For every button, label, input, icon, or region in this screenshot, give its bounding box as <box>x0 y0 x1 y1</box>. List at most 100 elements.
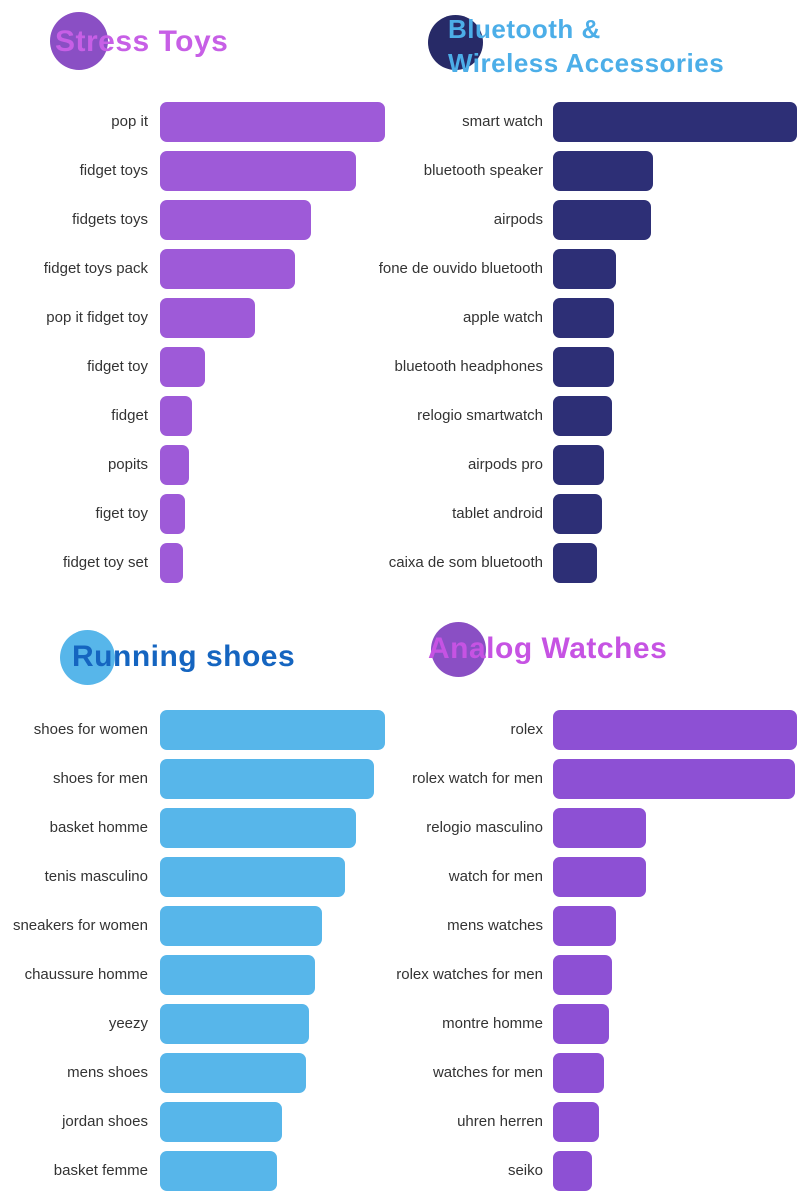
bar-row: airpods pro <box>400 440 800 489</box>
bar-row: jordan shoes <box>0 1097 400 1146</box>
bar-label: sneakers for women <box>12 917 148 934</box>
bar <box>160 1150 277 1191</box>
bar-row: yeezy <box>0 999 400 1048</box>
bar <box>553 101 797 142</box>
bar-label: yeezy <box>108 1015 148 1032</box>
bar-track <box>553 444 797 485</box>
bar-label: smart watch <box>462 113 543 130</box>
title-accent-circle <box>428 15 483 70</box>
bar-track <box>160 150 385 191</box>
bar-track <box>553 1101 797 1142</box>
bar <box>553 758 795 799</box>
title-accent-circle <box>50 12 108 70</box>
bar-row: mens shoes <box>0 1048 400 1097</box>
bar-label: rolex <box>510 721 543 738</box>
bar-track <box>553 493 797 534</box>
bar-label: fidget toys pack <box>43 260 148 277</box>
bar <box>160 395 192 436</box>
bar <box>553 150 654 191</box>
bar-label: fidgets toys <box>72 211 148 228</box>
bar-row: rolex watches for men <box>396 950 800 999</box>
bar-track <box>160 856 385 897</box>
bar-track <box>160 758 385 799</box>
bar <box>160 101 385 142</box>
bar-label: fidget toys <box>79 162 148 179</box>
bar-label: apple watch <box>462 309 543 326</box>
bar <box>160 150 356 191</box>
bar-track <box>160 297 385 338</box>
bar-row: caixa de som bluetooth <box>388 538 800 587</box>
bar-track <box>553 199 797 240</box>
bar-label: watch for men <box>448 868 543 885</box>
bar-track <box>160 807 385 848</box>
bar-track <box>553 395 797 436</box>
bar <box>553 709 797 750</box>
chart-title: Analog Watches <box>428 632 668 665</box>
bar <box>553 346 614 387</box>
bar-label: bluetooth speaker <box>423 162 543 179</box>
bar-row: sneakers for women <box>0 901 400 950</box>
bar <box>553 905 617 946</box>
bar-track <box>160 709 385 750</box>
bar-track <box>553 346 797 387</box>
bar-label: montre homme <box>442 1015 543 1032</box>
bar-label: relogio smartwatch <box>417 407 543 424</box>
chart-header: Running shoes <box>0 630 400 705</box>
bar-label: caixa de som bluetooth <box>388 554 543 571</box>
bar-row: basket homme <box>0 803 400 852</box>
bar-track <box>160 199 385 240</box>
bar-track <box>553 856 797 897</box>
bar-track <box>160 395 385 436</box>
bar-row: tablet android <box>400 489 800 538</box>
bar <box>553 395 612 436</box>
bar-rows: smart watch bluetooth speaker airpods fone … <box>378 97 800 587</box>
chart-title: Bluetooth & Wireless Accessories <box>448 14 725 78</box>
bar <box>160 346 205 387</box>
bar-label: pop it fidget toy <box>46 309 148 326</box>
bar-row: bluetooth headphones <box>395 342 800 391</box>
bar-label: rolex watches for men <box>396 966 543 983</box>
bar-row: pop it <box>0 97 400 146</box>
chart-header: Stress Toys <box>0 12 400 97</box>
bar-track <box>553 807 797 848</box>
bar-track <box>553 150 797 191</box>
bar-row: fidget <box>0 391 400 440</box>
bar-row: montre homme <box>400 999 800 1048</box>
bar-row: fidgets toys <box>0 195 400 244</box>
bar <box>553 807 646 848</box>
chart-panel-running-shoes: Running shoes shoes for women shoes for m… <box>0 600 400 1200</box>
bar-label: tablet android <box>452 505 543 522</box>
bar-label: fidget toy <box>87 358 148 375</box>
bar-label: mens shoes <box>67 1064 148 1081</box>
bar-row: shoes for women <box>0 705 400 754</box>
bar-track <box>553 709 797 750</box>
chart-title: Stress Toys <box>55 25 229 58</box>
bar-track <box>160 493 385 534</box>
bar-track <box>553 1052 797 1093</box>
bar <box>160 1003 309 1044</box>
bar <box>553 1101 600 1142</box>
bar-row: fidget toy set <box>0 538 400 587</box>
bar <box>553 954 612 995</box>
bar <box>553 493 602 534</box>
bar-label: basket femme <box>53 1162 148 1179</box>
bar-row: popits <box>0 440 400 489</box>
bar <box>553 1150 593 1191</box>
bar <box>160 856 345 897</box>
bar-label: tenis masculino <box>44 868 148 885</box>
bar <box>160 199 311 240</box>
bar-label: jordan shoes <box>62 1113 148 1130</box>
bar-track <box>160 954 385 995</box>
bar <box>553 1052 605 1093</box>
bar-track <box>553 248 797 289</box>
bar-label: fone de ouvido bluetooth <box>378 260 543 277</box>
bar-label: uhren herren <box>457 1113 543 1130</box>
bar-label: seiko <box>507 1162 543 1179</box>
bar-track <box>553 1003 797 1044</box>
bar <box>160 297 255 338</box>
bar-label: basket homme <box>49 819 148 836</box>
bar-label: airpods <box>493 211 543 228</box>
chart-header: Bluetooth & Wireless Accessories <box>400 14 800 97</box>
bar-label: popits <box>107 456 148 473</box>
bar-row: pop it fidget toy <box>0 293 400 342</box>
